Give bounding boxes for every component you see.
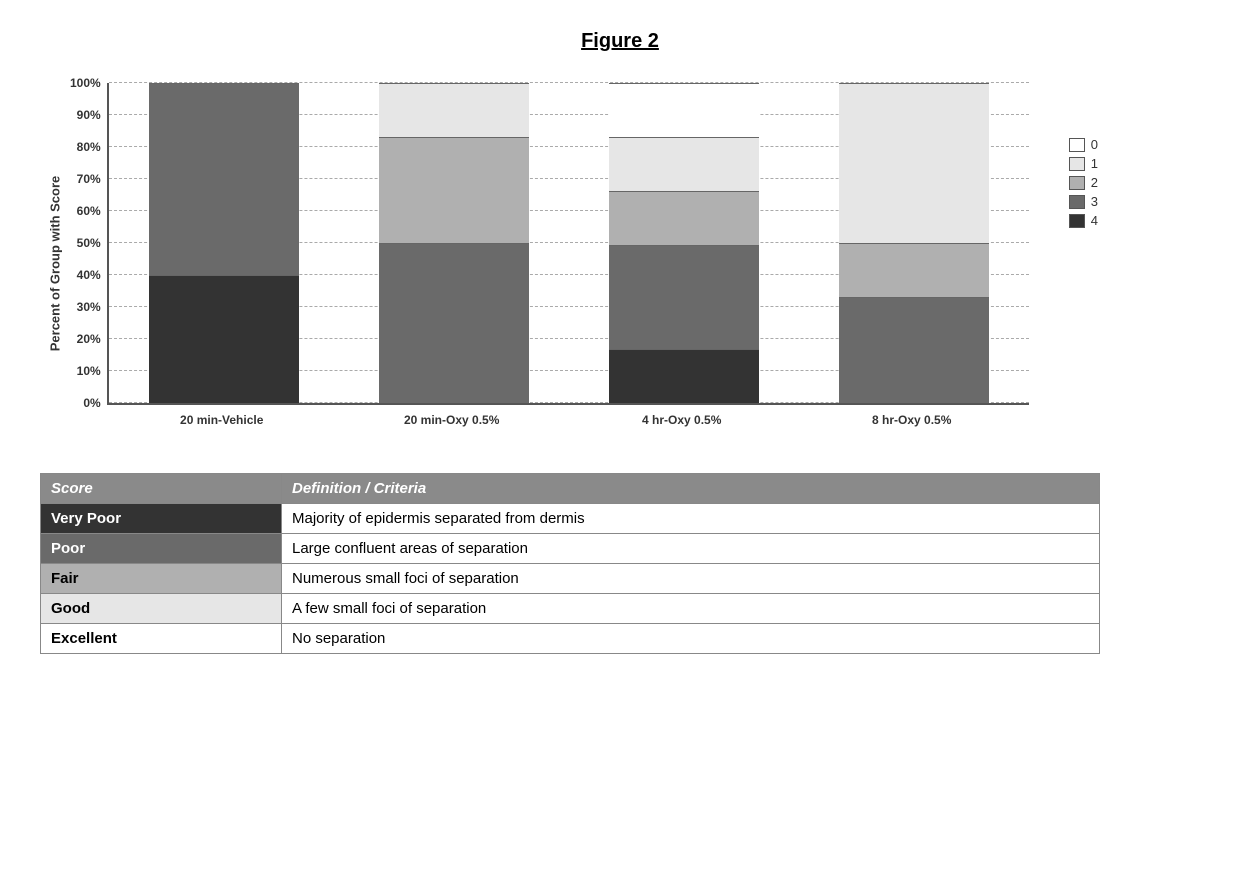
legend-swatch xyxy=(1069,176,1085,190)
table-header-cell: Definition / Criteria xyxy=(282,474,1100,504)
stacked-bar xyxy=(149,83,299,403)
plot-area xyxy=(107,83,1029,405)
bar-slot xyxy=(109,83,339,403)
bar-segment xyxy=(839,243,989,297)
legend-item: 1 xyxy=(1069,156,1098,171)
bar-segment xyxy=(609,245,759,350)
table-row: Very PoorMajority of epidermis separated… xyxy=(41,504,1100,534)
legend-label: 2 xyxy=(1091,175,1098,190)
score-definition-cell: A few small foci of separation xyxy=(282,594,1100,624)
bar-segment xyxy=(839,83,989,243)
score-label-cell: Fair xyxy=(41,564,282,594)
table-row: PoorLarge confluent areas of separation xyxy=(41,534,1100,564)
score-label-cell: Excellent xyxy=(41,624,282,654)
legend-item: 4 xyxy=(1069,213,1098,228)
bar-segment xyxy=(609,137,759,191)
legend-swatch xyxy=(1069,138,1085,152)
y-axis-label: Percent of Group with Score xyxy=(48,175,63,351)
figure-title: Figure 2 xyxy=(40,30,1200,53)
table-row: FairNumerous small foci of separation xyxy=(41,564,1100,594)
y-axis-ticks: 100%90%80%70%60%50%40%30%20%10%0% xyxy=(70,83,107,403)
chart-main: 100%90%80%70%60%50%40%30%20%10%0% 20 min… xyxy=(70,83,1029,427)
table-header-row: ScoreDefinition / Criteria xyxy=(41,474,1100,504)
bar-segment xyxy=(839,297,989,403)
score-definition-cell: Large confluent areas of separation xyxy=(282,534,1100,564)
stacked-bar xyxy=(609,83,759,403)
legend-label: 1 xyxy=(1091,156,1098,171)
x-tick-label: 4 hr-Oxy 0.5% xyxy=(567,413,797,427)
legend-label: 4 xyxy=(1091,213,1098,228)
score-definition-cell: No separation xyxy=(282,624,1100,654)
score-label-cell: Very Poor xyxy=(41,504,282,534)
score-table: ScoreDefinition / Criteria Very PoorMajo… xyxy=(40,473,1100,654)
x-tick-label: 8 hr-Oxy 0.5% xyxy=(797,413,1027,427)
bar-segment xyxy=(379,137,529,243)
bar-segment xyxy=(609,83,759,137)
bar-segment xyxy=(609,191,759,245)
legend-item: 0 xyxy=(1069,137,1098,152)
score-label-cell: Poor xyxy=(41,534,282,564)
legend-item: 3 xyxy=(1069,194,1098,209)
bar-slot xyxy=(569,83,799,403)
legend-swatch xyxy=(1069,195,1085,209)
score-definition-cell: Majority of epidermis separated from der… xyxy=(282,504,1100,534)
bar-segment xyxy=(379,243,529,403)
stacked-bar xyxy=(379,83,529,403)
legend-swatch xyxy=(1069,157,1085,171)
chart-container: Percent of Group with Score 100%90%80%70… xyxy=(40,83,1200,443)
legend-swatch xyxy=(1069,214,1085,228)
legend: 0 1 2 3 4 xyxy=(1069,133,1098,232)
x-tick-label: 20 min-Oxy 0.5% xyxy=(337,413,567,427)
table-header-cell: Score xyxy=(41,474,282,504)
table-row: GoodA few small foci of separation xyxy=(41,594,1100,624)
score-label-cell: Good xyxy=(41,594,282,624)
legend-label: 0 xyxy=(1091,137,1098,152)
bar-slot xyxy=(339,83,569,403)
bar-segment xyxy=(149,275,299,403)
legend-item: 2 xyxy=(1069,175,1098,190)
bar-segment xyxy=(609,349,759,403)
table-row: ExcellentNo separation xyxy=(41,624,1100,654)
x-tick-label: 20 min-Vehicle xyxy=(107,413,337,427)
x-axis-labels: 20 min-Vehicle20 min-Oxy 0.5%4 hr-Oxy 0.… xyxy=(107,413,1027,427)
y-axis-label-wrap: Percent of Group with Score xyxy=(40,83,70,443)
bar-slot xyxy=(799,83,1029,403)
stacked-bar xyxy=(839,83,989,403)
score-definition-cell: Numerous small foci of separation xyxy=(282,564,1100,594)
legend-label: 3 xyxy=(1091,194,1098,209)
bar-segment xyxy=(149,83,299,275)
bar-segment xyxy=(379,83,529,137)
table-body: Very PoorMajority of epidermis separated… xyxy=(41,504,1100,654)
